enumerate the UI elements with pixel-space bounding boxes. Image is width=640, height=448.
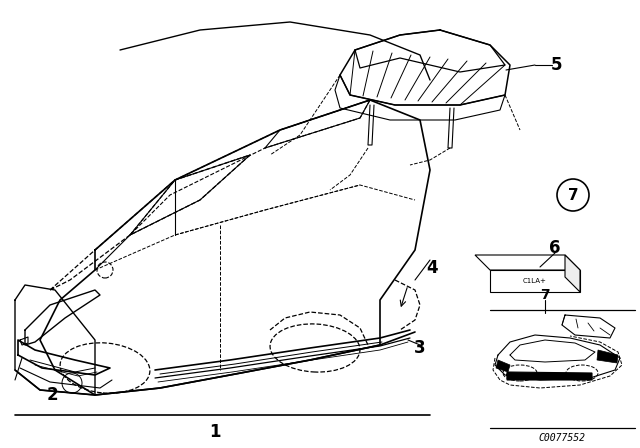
Text: 6: 6 xyxy=(549,239,561,257)
Text: 5: 5 xyxy=(551,56,563,74)
Polygon shape xyxy=(496,360,510,372)
Text: 2: 2 xyxy=(46,386,58,404)
Polygon shape xyxy=(565,255,580,292)
Text: 7: 7 xyxy=(540,288,550,302)
Text: C1LA+: C1LA+ xyxy=(523,278,547,284)
Polygon shape xyxy=(507,372,592,380)
Text: 3: 3 xyxy=(414,339,426,357)
Polygon shape xyxy=(475,255,580,270)
Text: C0077552: C0077552 xyxy=(538,433,586,443)
Text: 1: 1 xyxy=(209,423,221,441)
Text: 4: 4 xyxy=(426,259,438,277)
Polygon shape xyxy=(490,270,580,292)
Polygon shape xyxy=(597,350,618,363)
Text: 7: 7 xyxy=(568,188,579,202)
